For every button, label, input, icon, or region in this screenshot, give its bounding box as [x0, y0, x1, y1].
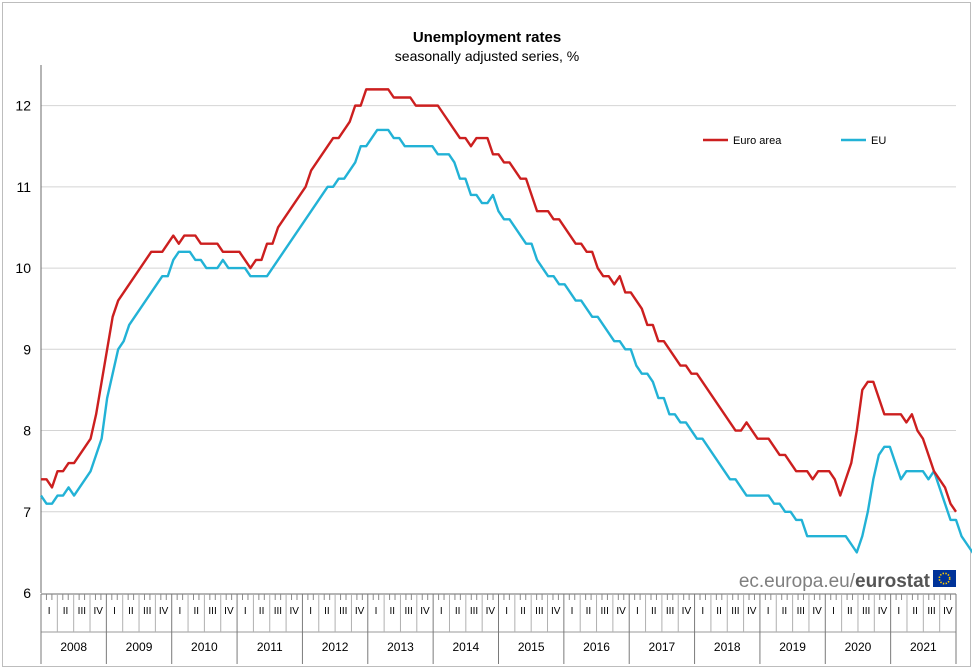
year-label: 2019 — [779, 640, 806, 654]
quarter-label: III — [274, 606, 282, 617]
quarter-label: II — [128, 606, 134, 617]
quarter-label: II — [324, 606, 330, 617]
quarter-label: III — [208, 606, 216, 617]
year-label: 2011 — [257, 640, 283, 654]
quarter-label: I — [309, 606, 312, 617]
quarter-label: I — [113, 606, 116, 617]
gridlines — [41, 105, 956, 513]
year-label: 2013 — [387, 640, 414, 654]
quarter-label: I — [178, 606, 181, 617]
eu-flag-icon — [933, 570, 956, 587]
quarter-label: III — [78, 606, 86, 617]
quarter-label: I — [701, 606, 704, 617]
quarter-label: III — [535, 606, 543, 617]
quarter-label: III — [601, 606, 609, 617]
quarter-label: I — [571, 606, 574, 617]
quarter-label: III — [143, 606, 151, 617]
quarter-label: II — [912, 606, 918, 617]
quarter-label: IV — [812, 606, 822, 617]
quarter-label: IV — [224, 606, 234, 617]
quarter-label: IV — [616, 606, 626, 617]
quarter-label: IV — [486, 606, 496, 617]
quarter-label: III — [927, 606, 935, 617]
quarter-label: II — [586, 606, 592, 617]
series-line-euro-area — [41, 88, 957, 513]
quarter-label: IV — [159, 606, 169, 617]
source-credit: ec.europa.eu/eurostat — [739, 570, 956, 592]
quarter-label: II — [520, 606, 526, 617]
y-tick-label: 7 — [23, 504, 31, 520]
y-tick-label: 9 — [23, 341, 31, 357]
quarter-label: IV — [943, 606, 953, 617]
chart-subtitle: seasonally adjusted series, % — [395, 48, 579, 64]
quarter-label: IV — [551, 606, 561, 617]
y-tick-label: 6 — [23, 585, 31, 601]
quarter-label: II — [455, 606, 461, 617]
quarter-label: IV — [747, 606, 757, 617]
quarter-label: II — [716, 606, 722, 617]
quarter-label: IV — [420, 606, 430, 617]
quarter-label: II — [193, 606, 199, 617]
legend-label: EU — [871, 135, 886, 147]
y-axis: 6 7 8 9 10 11 12 — [15, 65, 42, 601]
quarter-label: III — [339, 606, 347, 617]
year-label: 2017 — [649, 640, 676, 654]
quarter-label: III — [470, 606, 478, 617]
year-label: 2008 — [60, 640, 87, 654]
quarter-label: IV — [93, 606, 103, 617]
quarter-label: IV — [878, 606, 888, 617]
legend: Euro area EU — [703, 135, 886, 147]
quarter-label: III — [666, 606, 674, 617]
quarter-label: I — [897, 606, 900, 617]
quarter-label: I — [375, 606, 378, 617]
quarter-label: II — [651, 606, 657, 617]
quarter-label: II — [390, 606, 396, 617]
year-label: 2021 — [910, 640, 937, 654]
quarter-label: II — [259, 606, 265, 617]
quarter-label: III — [862, 606, 870, 617]
quarter-label: III — [404, 606, 412, 617]
quarter-label: II — [63, 606, 69, 617]
legend-label: Euro area — [733, 135, 782, 147]
quarter-label: I — [636, 606, 639, 617]
y-tick-label: 11 — [16, 179, 31, 195]
quarter-label: III — [797, 606, 805, 617]
quarter-label: I — [48, 606, 51, 617]
quarter-label: IV — [355, 606, 365, 617]
year-label: 2020 — [845, 640, 872, 654]
quarter-label: IV — [682, 606, 692, 617]
quarter-label: II — [782, 606, 788, 617]
source-prefix: ec.europa.eu/ — [739, 571, 856, 592]
y-tick-label: 10 — [15, 260, 31, 276]
quarter-label: III — [731, 606, 739, 617]
source-text: ec.europa.eu/eurostat — [739, 571, 931, 592]
series-lines — [40, 88, 972, 554]
year-label: 2012 — [322, 640, 349, 654]
year-label: 2014 — [452, 640, 479, 654]
year-label: 2016 — [583, 640, 610, 654]
chart-title: Unemployment rates — [413, 29, 561, 46]
quarter-label: I — [832, 606, 835, 617]
y-tick-label: 12 — [15, 98, 31, 114]
source-brand: eurostat — [855, 571, 931, 592]
year-label: 2018 — [714, 640, 741, 654]
series-line-eu — [40, 128, 972, 554]
year-label: 2010 — [191, 640, 218, 654]
quarter-label: I — [505, 606, 508, 617]
quarter-label: I — [244, 606, 247, 617]
quarter-label: II — [847, 606, 853, 617]
year-label: 2009 — [126, 640, 153, 654]
line-chart: Unemployment rates seasonally adjusted s… — [15, 29, 972, 664]
quarter-label: I — [767, 606, 770, 617]
quarter-label: I — [440, 606, 443, 617]
y-tick-label: 8 — [23, 423, 31, 439]
quarter-label: IV — [290, 606, 300, 617]
year-label: 2015 — [518, 640, 545, 654]
